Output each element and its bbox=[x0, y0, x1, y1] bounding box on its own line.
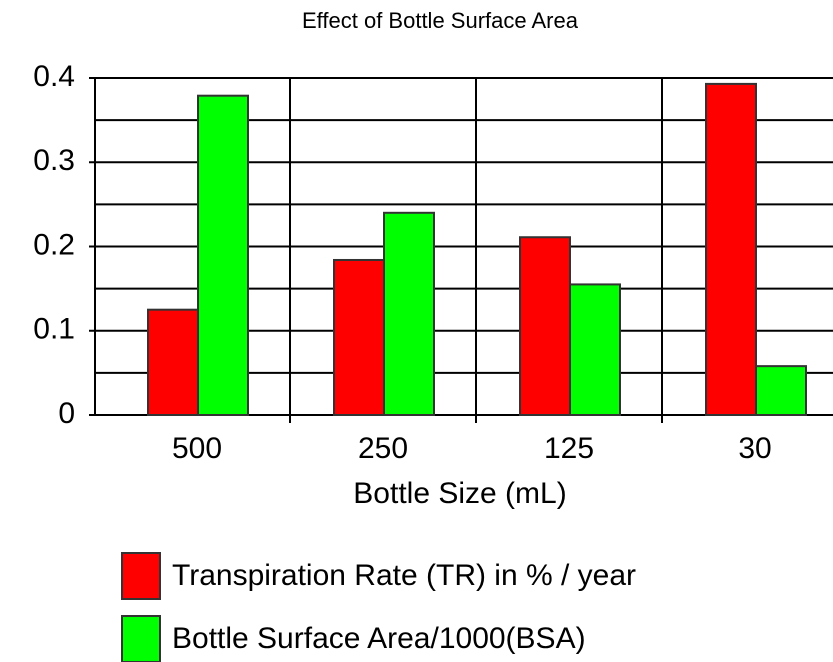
bar bbox=[147, 308, 199, 416]
bar bbox=[755, 365, 807, 417]
legend-swatch bbox=[121, 615, 161, 662]
y-tick-label: 0.4 bbox=[33, 60, 75, 93]
y-tick-label: 0.3 bbox=[33, 144, 75, 177]
legend-label: Bottle Surface Area/1000(BSA) bbox=[172, 622, 586, 655]
bar bbox=[569, 283, 621, 416]
bar bbox=[519, 236, 571, 416]
legend-swatch bbox=[121, 552, 161, 600]
chart-title: Effect of Bottle Surface Area bbox=[302, 8, 579, 33]
bar bbox=[333, 258, 385, 417]
y-tick-label: 0.1 bbox=[33, 313, 75, 346]
legend-label: Transpiration Rate (TR) in % / year bbox=[172, 559, 636, 592]
bar bbox=[197, 94, 249, 416]
bar bbox=[705, 82, 757, 417]
x-axis-label: Bottle Size (mL) bbox=[353, 477, 566, 510]
x-tick-label: 30 bbox=[738, 432, 771, 465]
y-tick-label: 0.2 bbox=[33, 228, 75, 261]
x-tick-label: 125 bbox=[544, 432, 594, 465]
x-tick-label: 500 bbox=[172, 432, 222, 465]
x-tick-label: 250 bbox=[358, 432, 408, 465]
y-tick-label: 0 bbox=[58, 397, 75, 430]
bar bbox=[383, 211, 435, 416]
